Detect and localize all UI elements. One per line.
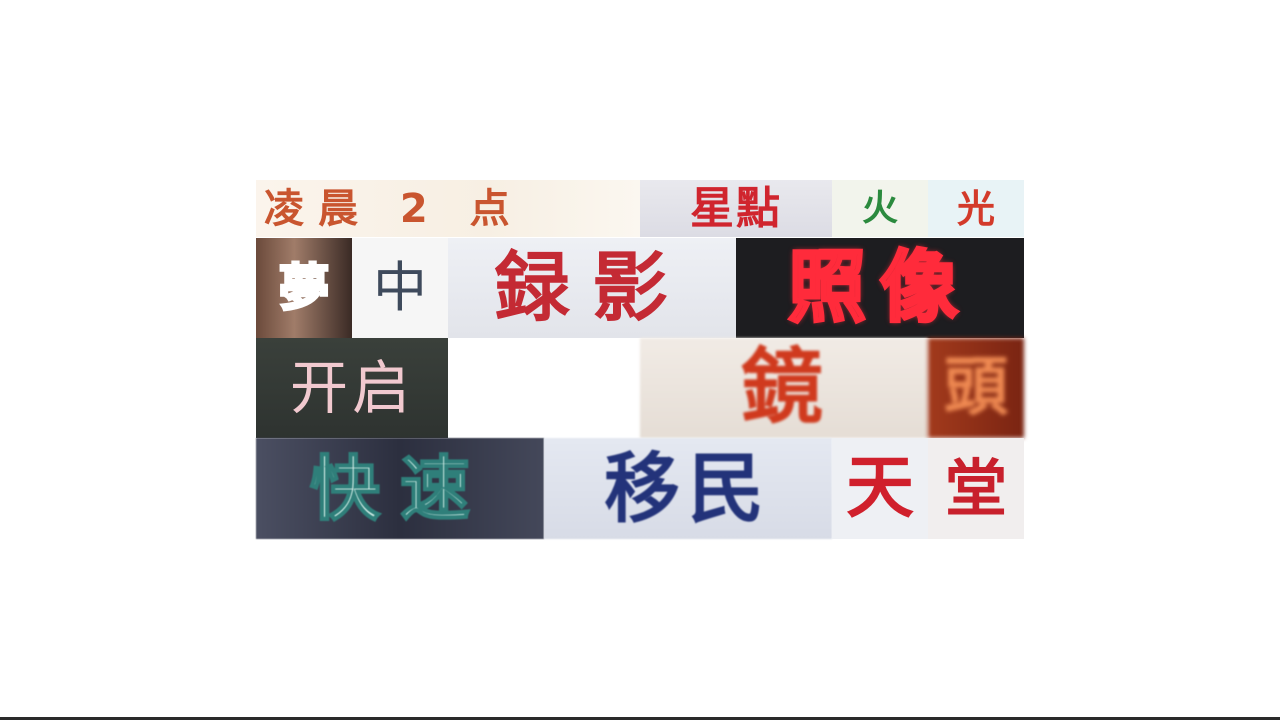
tile-text: 火 — [861, 187, 898, 229]
tile-text: 録影 — [494, 243, 690, 332]
text-image-collage: 凌晨 2 点 星點 火 光 夢 中 録影 照像 开启 鏡 頭 快速 移民 天 堂 — [256, 180, 1024, 539]
bottom-edge-line — [0, 717, 1280, 720]
tile-text: 快速 — [309, 447, 490, 530]
tile-text: 夢 — [278, 259, 331, 317]
text-tile-luying: 録影 — [448, 238, 736, 338]
text-tile-kuaisu: 快速 — [256, 438, 544, 539]
tile-text: 开启 — [289, 354, 414, 422]
text-tile-kaiqi: 开启 — [256, 338, 448, 438]
tile-text: 星點 — [690, 182, 782, 234]
text-tile-meng: 夢 — [256, 238, 352, 338]
tile-text: 頭 — [944, 351, 1008, 425]
tile-text: 中 — [373, 256, 427, 319]
text-tile-huo: 火 — [832, 180, 928, 237]
text-tile-tian: 天 — [832, 438, 928, 539]
text-tile-jing: 鏡 — [640, 338, 928, 438]
tile-text: 鏡 — [740, 340, 827, 435]
tile-text: 堂 — [944, 451, 1007, 525]
text-tile-tou: 頭 — [928, 338, 1024, 438]
text-tile-zhong: 中 — [352, 238, 448, 338]
tile-text: 光 — [956, 186, 995, 231]
tile-text: 移民 — [604, 443, 772, 533]
text-tile-tang: 堂 — [928, 438, 1024, 539]
text-tile-zhaoxiang-neon: 照像 — [736, 238, 1024, 338]
tile-text: 天 — [845, 448, 914, 528]
text-tile-yimin: 移民 — [544, 438, 832, 539]
text-tile-lingchen-2-dian: 凌晨 2 点 — [256, 180, 640, 237]
tile-text: 凌晨 2 点 — [264, 185, 524, 232]
text-tile-guang: 光 — [928, 180, 1024, 237]
tile-text: 照像 — [786, 243, 972, 333]
text-tile-xingdian: 星點 — [640, 180, 832, 237]
